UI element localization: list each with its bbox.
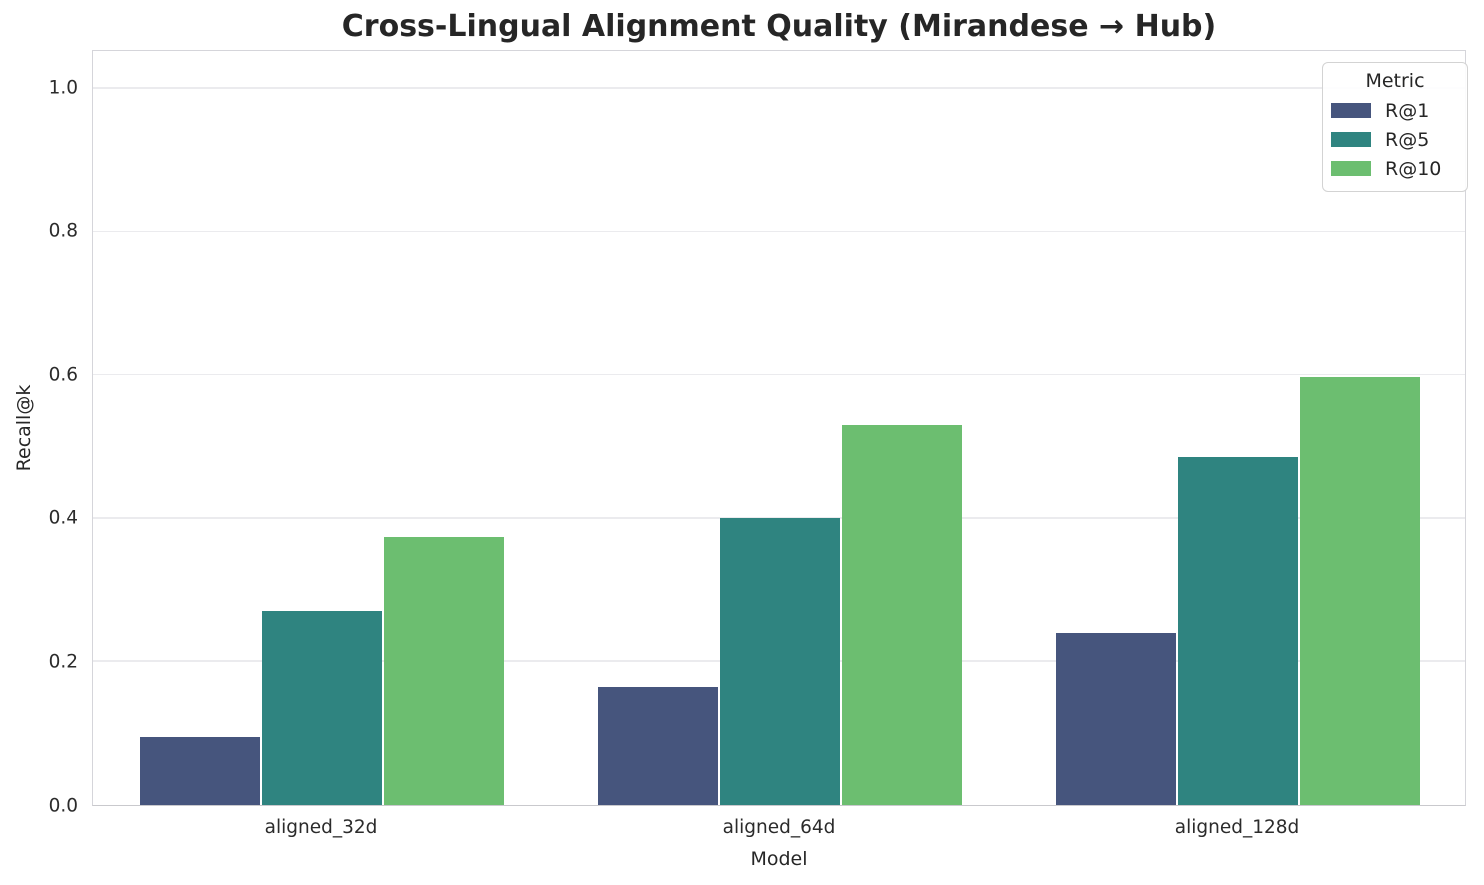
legend-title: Metric bbox=[1365, 70, 1425, 92]
x-tick-label-aligned_128d: aligned_128d bbox=[1174, 817, 1300, 838]
y-tick-label: 0.0 bbox=[48, 794, 78, 816]
legend-items: R@1 R@5 R@10 bbox=[1331, 96, 1459, 183]
bar-aligned_128d-R@5 bbox=[1177, 456, 1299, 805]
y-tick-label: 0.2 bbox=[48, 651, 78, 673]
y-tick-label: 1.0 bbox=[48, 76, 78, 98]
plot-area bbox=[92, 50, 1466, 806]
legend-item-R@5: R@5 bbox=[1331, 125, 1459, 154]
legend-label: R@5 bbox=[1385, 128, 1430, 151]
bar-aligned_128d-R@1 bbox=[1055, 632, 1176, 805]
bar-aligned_128d-R@10 bbox=[1300, 377, 1421, 805]
chart-title: Cross-Lingual Alignment Quality (Mirande… bbox=[341, 9, 1217, 44]
x-axis-label: Model bbox=[750, 848, 808, 870]
legend-label: R@10 bbox=[1385, 157, 1442, 180]
legend-item-R@10: R@10 bbox=[1331, 154, 1459, 183]
bar-aligned_32d-R@10 bbox=[384, 537, 505, 805]
x-tick-label-aligned_64d: aligned_64d bbox=[722, 817, 836, 838]
y-tick-label: 0.8 bbox=[48, 220, 78, 242]
bar-aligned_64d-R@1 bbox=[597, 686, 718, 805]
y-tick-labels: 0.0 0.2 0.4 0.6 0.8 1.0 bbox=[0, 50, 78, 814]
bar-aligned_64d-R@5 bbox=[719, 517, 841, 805]
legend-swatch-icon bbox=[1331, 103, 1371, 118]
gridline-y-1.0 bbox=[93, 87, 1465, 89]
x-tick-label-aligned_32d: aligned_32d bbox=[264, 817, 378, 838]
bar-aligned_32d-R@1 bbox=[139, 736, 260, 805]
y-tick-label: 0.6 bbox=[48, 363, 78, 385]
legend: Metric R@1 R@5 R@10 bbox=[1322, 62, 1468, 192]
bar-aligned_32d-R@5 bbox=[261, 611, 383, 805]
legend-swatch-icon bbox=[1331, 161, 1371, 176]
y-tick-label: 0.4 bbox=[48, 507, 78, 529]
legend-label: R@1 bbox=[1385, 99, 1430, 122]
bar-aligned_64d-R@10 bbox=[842, 425, 963, 805]
legend-item-R@1: R@1 bbox=[1331, 96, 1459, 125]
gridline-y-0.8 bbox=[93, 230, 1465, 233]
legend-swatch-icon bbox=[1331, 132, 1371, 147]
gridline-y-0.6 bbox=[93, 373, 1465, 376]
